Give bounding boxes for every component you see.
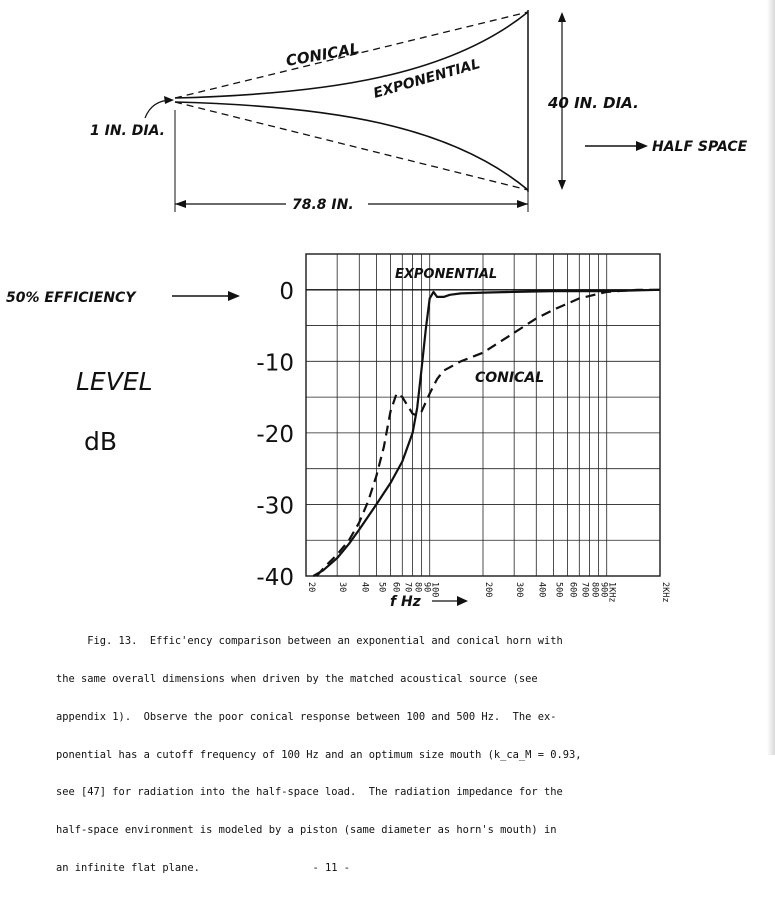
mouth-diameter-label: 40 IN. DIA. [547, 94, 639, 112]
exponential-label: EXPONENTIAL [372, 56, 482, 102]
exponential-upper-edge [174, 11, 529, 99]
caption-line: an infinite flat plane. - 11 - [56, 861, 351, 874]
half-space-label: HALF SPACE [652, 139, 748, 155]
x-tick-label: 300 [514, 582, 524, 597]
x-tick-label: 50 [376, 582, 386, 592]
page-edge-shadow [767, 0, 775, 755]
x-tick-label: 700 [579, 582, 589, 597]
y-tick-label: -10 [256, 350, 294, 376]
x-tick-label: 500 [553, 582, 563, 597]
y-tick-label: -20 [256, 422, 294, 448]
x-axis-label: f Hz [390, 594, 422, 610]
y-tick-label: -40 [256, 565, 294, 591]
x-tick-label: 400 [536, 582, 546, 597]
x-tick-label: 1KHz [607, 582, 617, 602]
x-tick-label: 60 [390, 582, 400, 592]
y-axis-label-level: LEVEL [76, 367, 153, 396]
series-line-conical [315, 288, 660, 577]
length-label: 78.8 IN. [292, 197, 354, 213]
x-tick-label: 20 [306, 582, 316, 592]
caption-line: appendix 1). Observe the poor conical re… [56, 710, 557, 723]
x-tick-label: 600 [567, 582, 577, 597]
x-tick-label: 70 [402, 582, 412, 592]
series-label-conical: CONICAL [475, 370, 544, 386]
y-axis-label-db: dB [84, 427, 117, 456]
x-tick-label: 900 [599, 582, 609, 597]
chart-series [312, 288, 661, 577]
series-label-exponential: EXPONENTIAL [395, 267, 497, 282]
x-tick-label: 800 [590, 582, 600, 597]
x-tick-label: 100 [430, 582, 440, 597]
y-tick-label: 0 [279, 279, 294, 305]
throat-diameter-label: 1 IN. DIA. [90, 123, 165, 139]
horn-diagram: CONICAL EXPONENTIAL 1 IN. DIA. 40 IN. DI… [90, 10, 748, 213]
caption-line: half-space environment is modeled by a p… [56, 824, 557, 837]
caption-line: the same overall dimensions when driven … [56, 672, 538, 685]
exponential-lower-edge [174, 101, 529, 191]
x-tick-label: 90 [422, 582, 432, 592]
conical-upper-edge [174, 11, 529, 99]
series-line-exponential [312, 288, 661, 577]
x-tick-label: 30 [337, 582, 347, 592]
x-tick-label: 200 [483, 582, 493, 597]
x-tick-label: 40 [359, 582, 369, 592]
caption-line: see [47] for radiation into the half-spa… [56, 786, 563, 799]
document-page: CONICAL EXPONENTIAL 1 IN. DIA. 40 IN. DI… [6, 0, 775, 874]
conical-label: CONICAL [285, 39, 361, 70]
caption-line: Fig. 13. Effic'ency comparison between a… [56, 635, 563, 648]
efficiency-marker-label: 50% EFFICIENCY [6, 290, 137, 306]
x-tick-label: 80 [413, 582, 423, 592]
x-tick-label: 2KHz [660, 582, 670, 602]
y-tick-label: -30 [256, 493, 294, 519]
chart-grid [305, 253, 661, 577]
conical-lower-edge [174, 101, 529, 191]
